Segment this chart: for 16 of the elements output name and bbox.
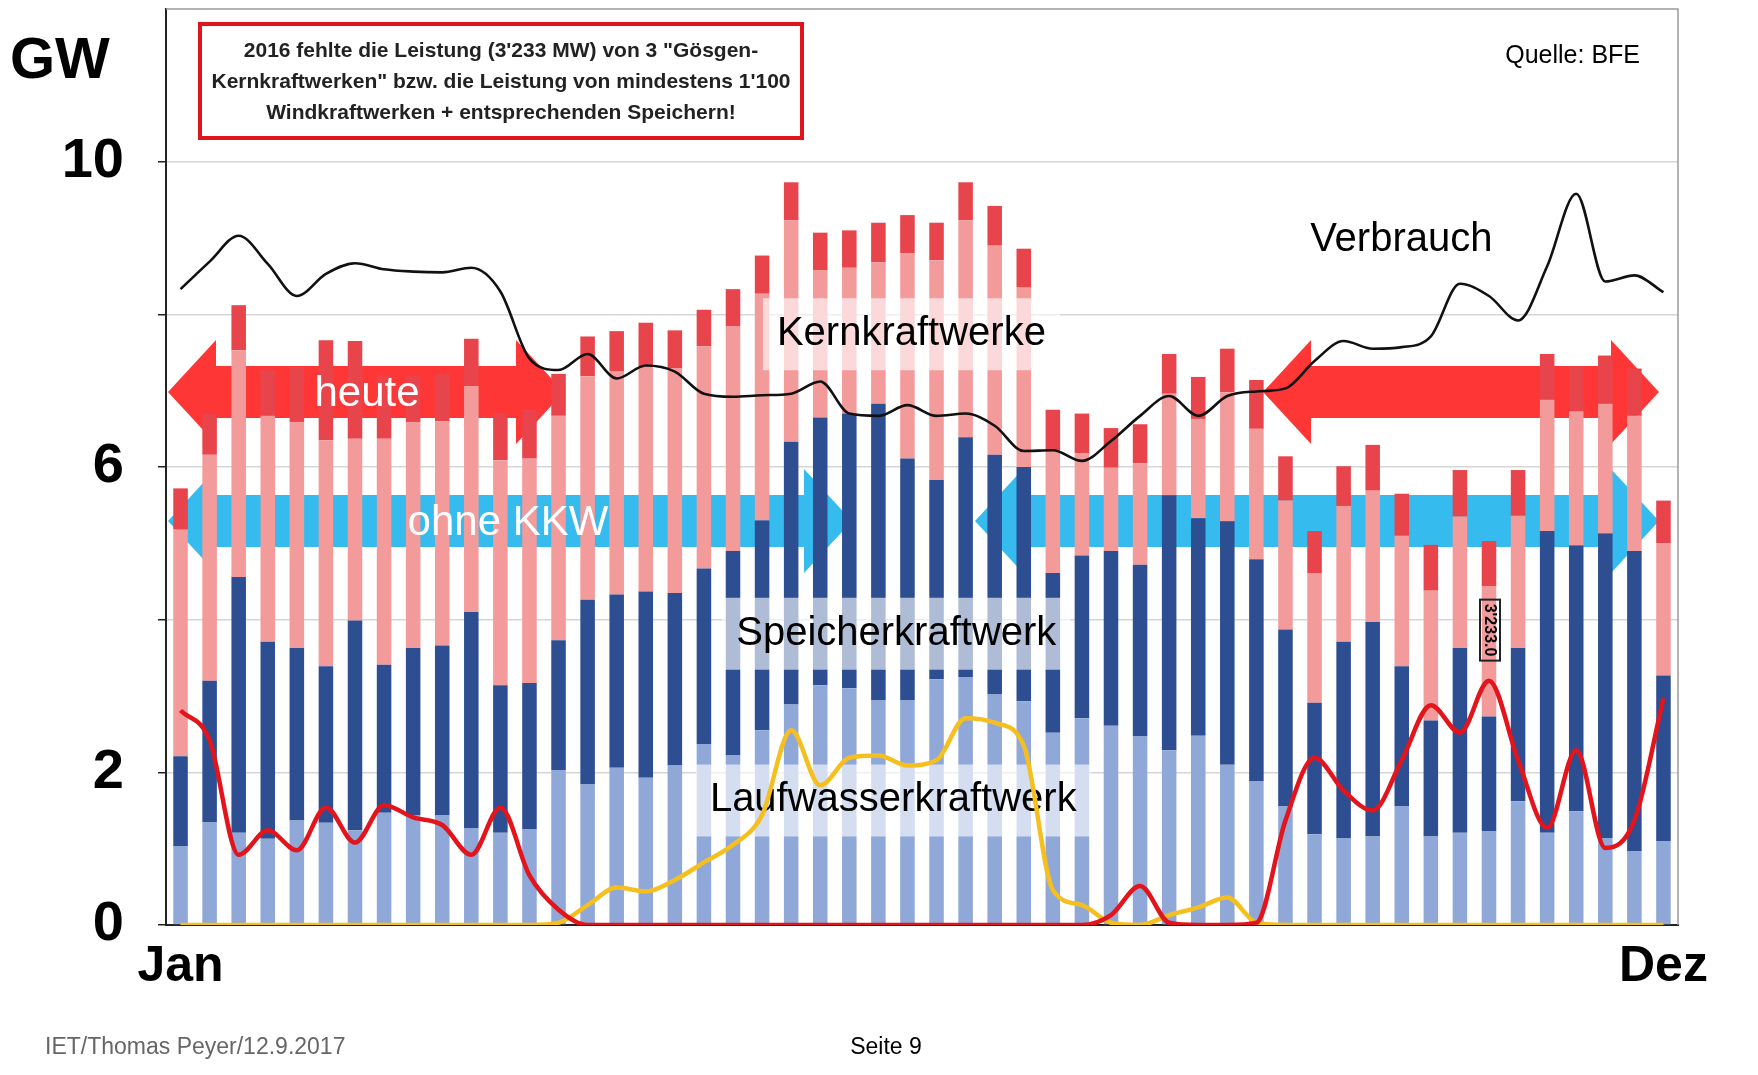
x-tick-label: Jan bbox=[137, 935, 224, 992]
annotation: heute bbox=[314, 368, 420, 416]
y-tick-label: 0 bbox=[92, 889, 124, 953]
y-axis-title: GW bbox=[10, 24, 110, 91]
annotation: 3'233.0 bbox=[1479, 598, 1501, 662]
y-tick-label: 2 bbox=[92, 736, 124, 800]
text: IET/Thomas Peyer/12.9.2017 bbox=[45, 1033, 346, 1060]
series-label: Verbrauch bbox=[1310, 214, 1493, 259]
annotation: Quelle: BFE bbox=[1505, 40, 1640, 69]
x-tick-label: Dez bbox=[1619, 935, 1708, 992]
annotation: 2016 fehlte die Leistung (3'233 MW) von 3 "Gösgen-Kernkraftwerken" bzw. die Leistung von mindestens 1'100 Windkraftwerken + entsprechenden Speichern! bbox=[198, 22, 804, 140]
series-label: Speicherkraftwerk bbox=[736, 608, 1058, 653]
text: Seite 9 bbox=[850, 1033, 922, 1060]
y-tick-label: 10 bbox=[61, 126, 124, 190]
series-label: Kernkraftwerke bbox=[776, 309, 1046, 354]
y-tick-label: 6 bbox=[92, 431, 124, 495]
